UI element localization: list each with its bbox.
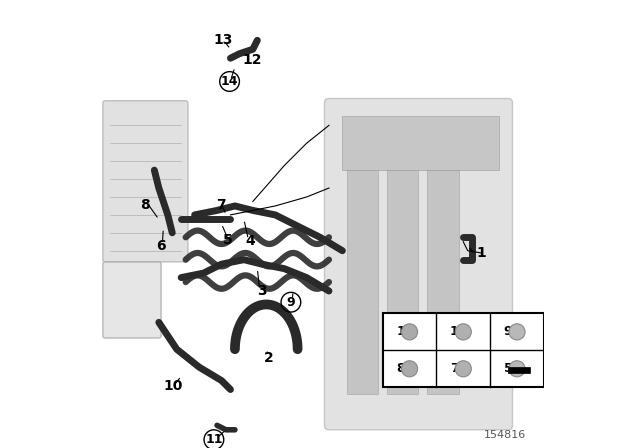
Circle shape: [401, 361, 418, 377]
Text: 6: 6: [156, 239, 166, 253]
Circle shape: [455, 361, 471, 377]
Circle shape: [509, 324, 525, 340]
Bar: [342, 116, 499, 170]
Text: 4: 4: [246, 234, 255, 248]
Bar: [347, 170, 378, 394]
Text: 154816: 154816: [484, 430, 526, 440]
Text: 7: 7: [450, 362, 459, 375]
Text: 5: 5: [504, 362, 512, 375]
FancyBboxPatch shape: [103, 101, 188, 262]
Text: 8: 8: [396, 362, 404, 375]
Text: 7: 7: [216, 198, 225, 211]
Text: 5: 5: [223, 233, 232, 247]
Text: 11: 11: [450, 325, 467, 338]
Circle shape: [401, 324, 418, 340]
Text: 14: 14: [221, 75, 238, 88]
Text: 9: 9: [287, 296, 295, 309]
Text: 9: 9: [504, 325, 512, 338]
Text: 13: 13: [213, 33, 232, 47]
Text: 8: 8: [141, 198, 150, 211]
Text: 10: 10: [163, 379, 183, 393]
Text: 2: 2: [264, 351, 273, 365]
Text: 11: 11: [205, 433, 223, 446]
Text: 3: 3: [257, 284, 267, 298]
FancyBboxPatch shape: [103, 262, 161, 338]
Circle shape: [455, 324, 471, 340]
FancyBboxPatch shape: [324, 99, 513, 430]
Text: 1: 1: [476, 246, 486, 260]
Bar: [387, 170, 419, 394]
Circle shape: [509, 361, 525, 377]
Text: 12: 12: [242, 53, 262, 68]
Text: 14: 14: [396, 325, 413, 338]
Bar: [383, 314, 544, 387]
Bar: [508, 367, 531, 373]
Bar: [428, 170, 459, 394]
